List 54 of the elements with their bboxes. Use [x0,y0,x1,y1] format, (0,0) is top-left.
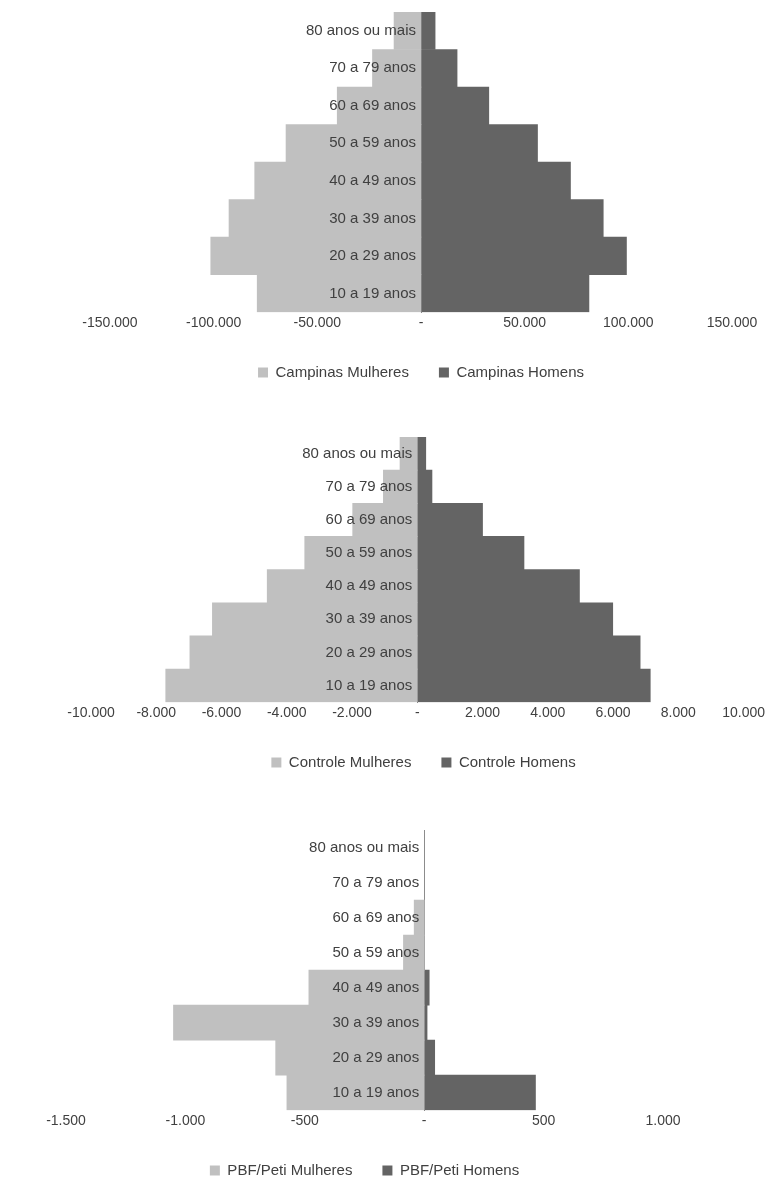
x-tick-label: 150.000 [706,314,758,331]
x-tick-label: 100.000 [603,314,654,331]
legend-label: Campinas Mulheres [275,362,409,380]
y-tick-label: 50 a 59 anos [332,942,420,960]
y-tick-label: 50 a 59 anos [329,133,416,151]
x-tick-label: -4.000 [266,704,307,721]
x-tick-label: -10.000 [67,704,115,721]
x-tick-label: 2.000 [465,704,501,721]
legend-label: Campinas Homens [456,362,584,380]
x-tick-label: -2.000 [332,704,373,721]
y-tick-label: 70 a 79 anos [325,476,413,494]
y-tick-label: 60 a 69 anos [329,95,416,113]
x-tick-label: -1.000 [165,1112,206,1129]
x-tick-label: -8.000 [136,704,177,721]
y-tick-label: 60 a 69 anos [325,510,413,528]
y-tick-label: 70 a 79 anos [329,58,416,76]
y-tick-label: 80 anos ou mais [305,20,416,38]
y-tick-label: 60 a 69 anos [332,907,420,925]
y-tick-label: 30 a 39 anos [329,208,416,226]
y-tick-label: 30 a 39 anos [332,1012,420,1030]
x-tick-label: -100.000 [186,314,242,331]
x-tick-label: - [414,704,420,721]
y-tick-label: 20 a 29 anos [332,1047,420,1065]
x-tick-label: -6.000 [201,704,242,721]
x-tick-label: -500 [290,1112,320,1129]
x-tick-label: - [421,1112,427,1129]
y-tick-label: 50 a 59 anos [325,543,413,561]
y-tick-label: 80 anos ou mais [309,837,420,855]
legend-label: Controle Mulheres [288,752,412,770]
y-tick-label: 10 a 19 anos [329,283,416,301]
y-tick-label: 40 a 49 anos [332,977,420,995]
y-tick-label: 10 a 19 anos [332,1082,420,1100]
x-tick-label: 10.000 [722,704,766,721]
y-tick-label: 30 a 39 anos [325,609,413,627]
y-tick-label: 80 anos ou mais [302,443,413,461]
x-tick-label: - [418,314,424,331]
y-tick-label: 20 a 29 anos [325,642,413,660]
legend-label: PBF/Peti Mulheres [227,1160,353,1178]
y-tick-label: 10 a 19 anos [325,675,413,693]
y-tick-label: 20 a 29 anos [329,246,416,264]
x-tick-label: -150.000 [82,314,138,331]
x-tick-label: 6.000 [595,704,631,721]
legend-label: PBF/Peti Homens [399,1160,520,1178]
x-tick-label: 4.000 [530,704,566,721]
x-tick-label: -1.500 [46,1112,87,1129]
x-tick-label: 50.000 [503,314,547,331]
y-tick-label: 40 a 49 anos [325,576,413,594]
x-tick-label: -50.000 [293,314,342,331]
x-tick-label: 500 [531,1112,556,1129]
y-tick-label: 40 a 49 anos [329,171,416,188]
x-tick-label: 8.000 [660,704,697,721]
x-tick-label: 1.000 [645,1112,681,1129]
legend-label: Controle Homens [458,752,576,770]
y-tick-label: 70 a 79 anos [332,872,420,890]
